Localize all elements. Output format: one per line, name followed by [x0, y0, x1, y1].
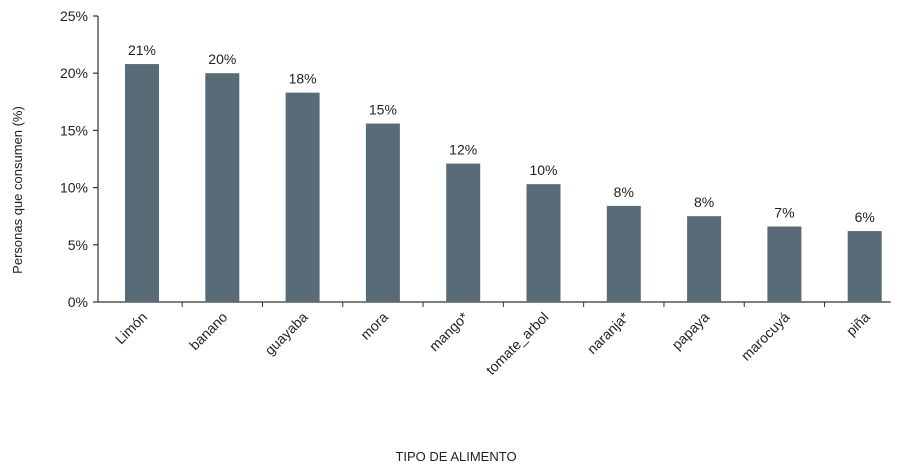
y-tick-label: 10%: [60, 180, 88, 196]
y-tick-label: 5%: [68, 237, 88, 253]
x-tick-label: naranja*: [584, 308, 633, 357]
x-tick-label: mora: [357, 309, 391, 343]
bar: [285, 92, 320, 302]
data-label: 6%: [855, 209, 875, 225]
data-label: 8%: [694, 194, 714, 210]
data-label: 7%: [774, 204, 794, 220]
x-tick-label: piña: [843, 309, 873, 339]
data-label: 10%: [529, 162, 557, 178]
data-label: 21%: [128, 42, 156, 58]
bar: [606, 205, 641, 302]
x-tick-label: mango*: [426, 308, 472, 354]
plot-area: 0% 5% 10% 15% 20% 25% 21% Limón 20% banano 18% guay…: [60, 8, 891, 378]
x-tick-label: banano: [186, 309, 230, 353]
x-axis-title: TIPO DE ALIMENTO: [395, 449, 516, 464]
x-tick-label: marocuyá: [738, 309, 793, 364]
bar: [205, 73, 240, 302]
y-tick-label: 15%: [60, 122, 88, 138]
bar: [847, 231, 882, 302]
data-label: 8%: [614, 184, 634, 200]
data-label: 15%: [369, 102, 397, 118]
data-label: 20%: [208, 51, 236, 67]
bar: [446, 163, 481, 302]
y-tick-label: 25%: [60, 8, 88, 24]
bar: [767, 226, 802, 302]
y-tick-label: 20%: [60, 65, 88, 81]
data-label: 12%: [449, 142, 477, 158]
x-tick-label: Limón: [112, 309, 150, 347]
x-tick-label: tomate_arbol: [483, 309, 552, 378]
bar: [125, 64, 159, 302]
x-tick-label: papaya: [668, 309, 712, 353]
y-tick-label: 0%: [68, 294, 88, 310]
x-tick-label: guayaba: [261, 309, 310, 358]
bar: [687, 216, 722, 302]
bar: [365, 123, 400, 302]
bar: [526, 184, 561, 302]
data-label: 18%: [289, 71, 317, 87]
y-axis-title: Personas que consumen (%): [10, 106, 25, 274]
